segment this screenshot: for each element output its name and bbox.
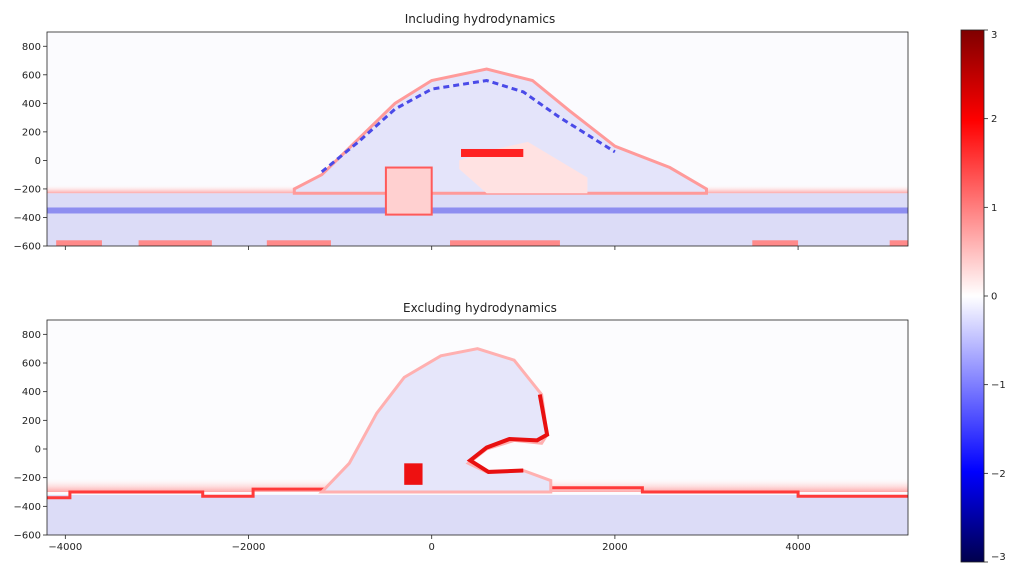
colorbar-tick-label: 0 [991,292,997,303]
y-ticks-including: −600 −400 −200 0 200 400 600 800 [14,42,47,253]
y-tick-label: 800 [22,330,41,341]
x-tick-label: −4000 [48,542,82,553]
y-tick-label: −400 [14,213,41,224]
y-tick-label: 400 [22,99,41,110]
heatmap-panel-including: Including hydrodynamics −600 −400 −200 0 200… [14,12,909,253]
x-ticks-including [64,246,799,250]
colorbar-gradient [960,29,985,563]
colorbar-tick-label: 2 [991,114,997,125]
axis-frame-excluding [46,319,909,536]
y-tick-label: 400 [22,387,41,398]
colorbar-tick-label: 1 [991,203,997,214]
axis-frame-including [46,31,909,247]
colorbar-tick-label: 3 [991,30,997,41]
colorbar-ticks: −3 −2 −1 0 1 2 3 [984,29,1006,563]
x-tick-label: 0 [429,542,435,553]
x-tick-label: 4000 [785,542,810,553]
y-tick-label: 200 [22,416,41,427]
y-tick-label: 600 [22,359,41,370]
colorbar-tick-label: −2 [991,469,1006,480]
y-tick-label: −200 [14,184,41,195]
colorbar-tick-label: −3 [991,552,1006,563]
y-ticks-excluding: −600 −400 −200 0 200 400 600 800 [14,330,47,542]
y-tick-label: 800 [22,42,41,53]
y-tick-label: 600 [22,70,41,81]
x-ticks-excluding: −4000 −2000 0 2000 4000 [48,535,811,553]
y-tick-label: 0 [35,156,41,167]
y-tick-label: −600 [14,531,41,542]
heatmap-field-excluding [47,320,908,535]
y-tick-label: 0 [35,445,41,456]
colorbar: −3 −2 −1 0 1 2 3 [960,29,1006,563]
y-tick-label: −200 [14,473,41,484]
y-tick-label: 200 [22,127,41,138]
heatmap-field-including [47,32,908,246]
x-tick-label: 2000 [602,542,627,553]
panel-title-excluding: Excluding hydrodynamics [403,301,557,315]
y-tick-label: −600 [14,242,41,253]
x-tick-label: −2000 [232,542,266,553]
heatmap-panel-excluding: Excluding hydrodynamics −600−400−2000200… [14,301,909,553]
panel-title-including: Including hydrodynamics [405,12,556,26]
y-tick-label: −400 [14,502,41,513]
colorbar-tick-label: −1 [991,380,1006,391]
